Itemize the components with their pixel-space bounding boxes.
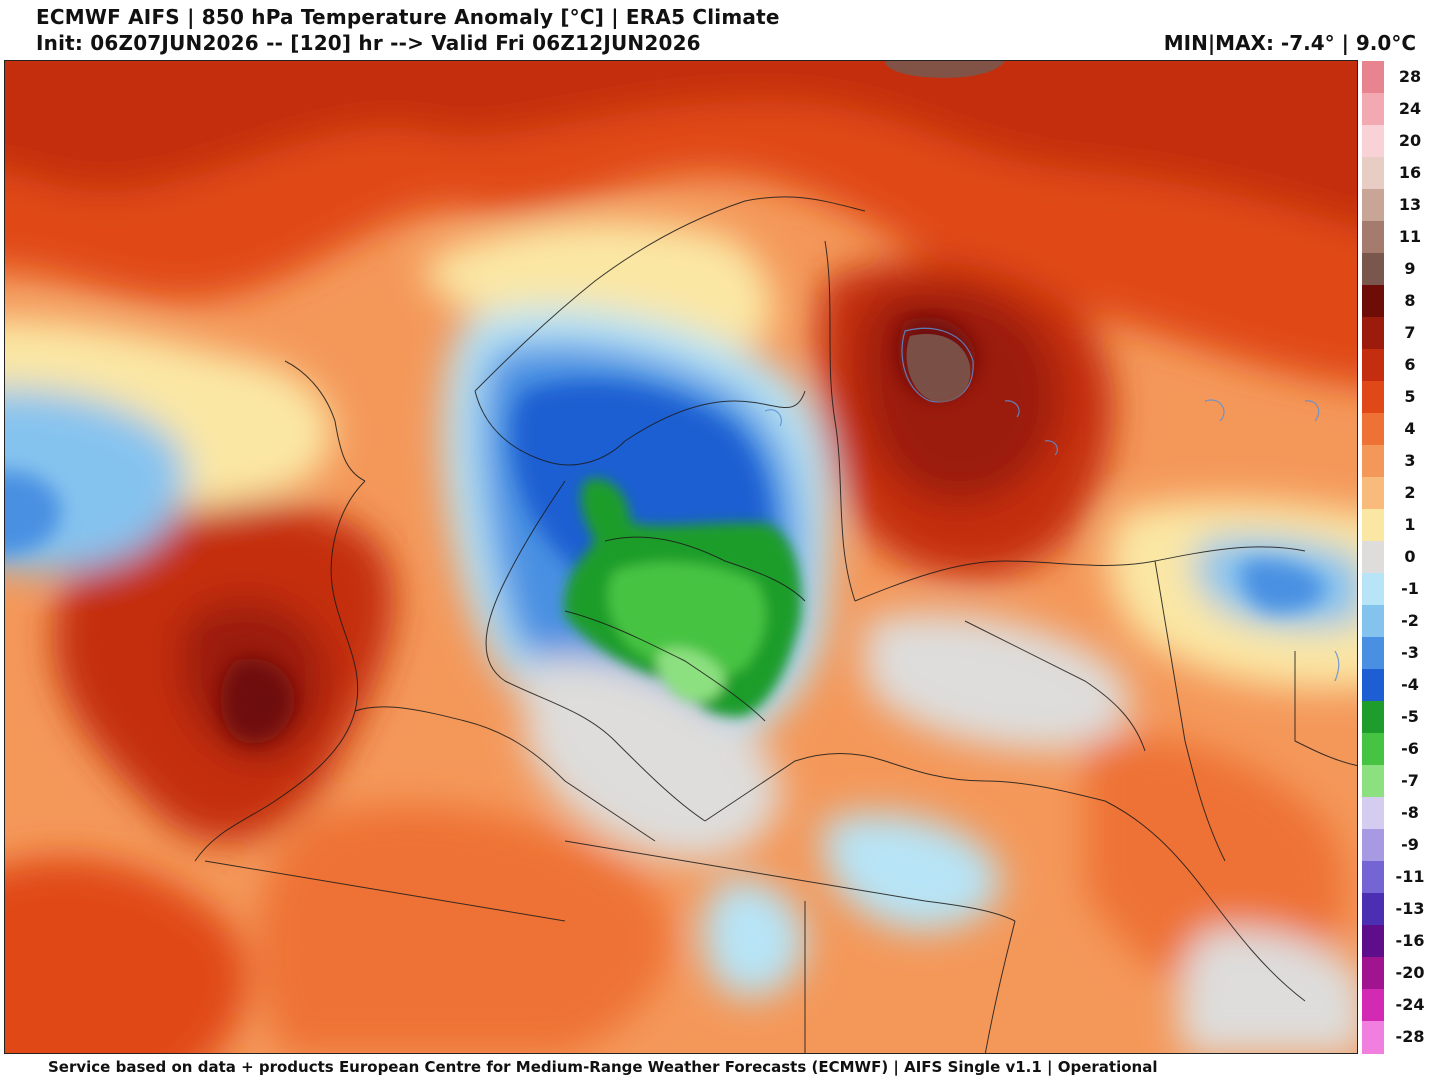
color-scale-swatch [1362, 61, 1384, 94]
color-scale-swatch [1362, 957, 1384, 990]
color-scale-label: 7 [1404, 323, 1416, 342]
color-scale-swatch [1362, 477, 1384, 510]
color-scale-label: 3 [1404, 451, 1416, 470]
color-scale-swatch [1362, 829, 1384, 862]
color-scale-label: -5 [1401, 707, 1419, 726]
color-scale-swatch [1362, 125, 1384, 158]
color-scale-label: -8 [1401, 803, 1419, 822]
anomaly-map [4, 60, 1358, 1054]
color-scale-label: 9 [1404, 259, 1416, 278]
color-scale-label: 1 [1404, 515, 1416, 534]
color-scale-label: 20 [1398, 131, 1422, 150]
color-scale-swatch [1362, 285, 1384, 318]
color-scale-label: 13 [1398, 195, 1422, 214]
color-scale-label: 16 [1398, 163, 1422, 182]
color-scale-label: 28 [1398, 67, 1422, 86]
color-scale-swatch [1362, 893, 1384, 926]
color-scale-swatch [1362, 349, 1384, 382]
chart-title: ECMWF AIFS | 850 hPa Temperature Anomaly… [36, 5, 780, 29]
color-scale-swatch [1362, 797, 1384, 830]
color-scale-label: -4 [1401, 675, 1419, 694]
color-scale-swatch [1362, 317, 1384, 350]
color-scale-legend [1362, 61, 1384, 1054]
color-scale-label: -28 [1395, 1027, 1425, 1046]
color-scale-swatch [1362, 381, 1384, 414]
min-max-readout: MIN|MAX: -7.4° | 9.0°C [1163, 31, 1416, 55]
color-scale-label: -9 [1401, 835, 1419, 854]
color-scale-label: 6 [1404, 355, 1416, 374]
color-scale-label: 4 [1404, 419, 1416, 438]
color-scale-label: -7 [1401, 771, 1419, 790]
anomaly-field [5, 61, 1357, 1053]
color-scale-label: -24 [1395, 995, 1425, 1014]
color-scale-label: 2 [1404, 483, 1416, 502]
color-scale-swatch [1362, 253, 1384, 286]
color-scale-swatch [1362, 189, 1384, 222]
color-scale-swatch [1362, 93, 1384, 126]
color-scale-label: -13 [1395, 899, 1425, 918]
color-scale-swatch [1362, 605, 1384, 638]
color-scale-swatch [1362, 1021, 1384, 1054]
color-scale-swatch [1362, 221, 1384, 254]
color-scale-swatch [1362, 925, 1384, 958]
color-scale-swatch [1362, 765, 1384, 798]
color-scale-swatch [1362, 541, 1384, 574]
color-scale-swatch [1362, 733, 1384, 766]
color-scale-swatch [1362, 509, 1384, 542]
color-scale-label: 5 [1404, 387, 1416, 406]
color-scale-swatch [1362, 573, 1384, 606]
color-scale-label: 8 [1404, 291, 1416, 310]
color-scale-swatch [1362, 637, 1384, 670]
color-scale-swatch [1362, 989, 1384, 1022]
color-scale-label: 24 [1398, 99, 1422, 118]
color-scale-swatch [1362, 669, 1384, 702]
color-scale-swatch [1362, 445, 1384, 478]
color-scale-swatch [1362, 413, 1384, 446]
color-scale-label: 0 [1404, 547, 1416, 566]
color-scale-swatch [1362, 861, 1384, 894]
color-scale-label: -2 [1401, 611, 1419, 630]
color-scale-label: 11 [1398, 227, 1422, 246]
data-attribution: Service based on data + products Europea… [48, 1058, 1158, 1076]
run-info: Init: 06Z07JUN2026 -- [120] hr --> Valid… [36, 31, 701, 55]
color-scale-label: -11 [1395, 867, 1425, 886]
color-scale-label: -16 [1395, 931, 1425, 950]
color-scale-swatch [1362, 157, 1384, 190]
color-scale-label: -20 [1395, 963, 1425, 982]
color-scale-label: -3 [1401, 643, 1419, 662]
color-scale-label: -1 [1401, 579, 1419, 598]
color-scale-swatch [1362, 701, 1384, 734]
color-scale-label: -6 [1401, 739, 1419, 758]
